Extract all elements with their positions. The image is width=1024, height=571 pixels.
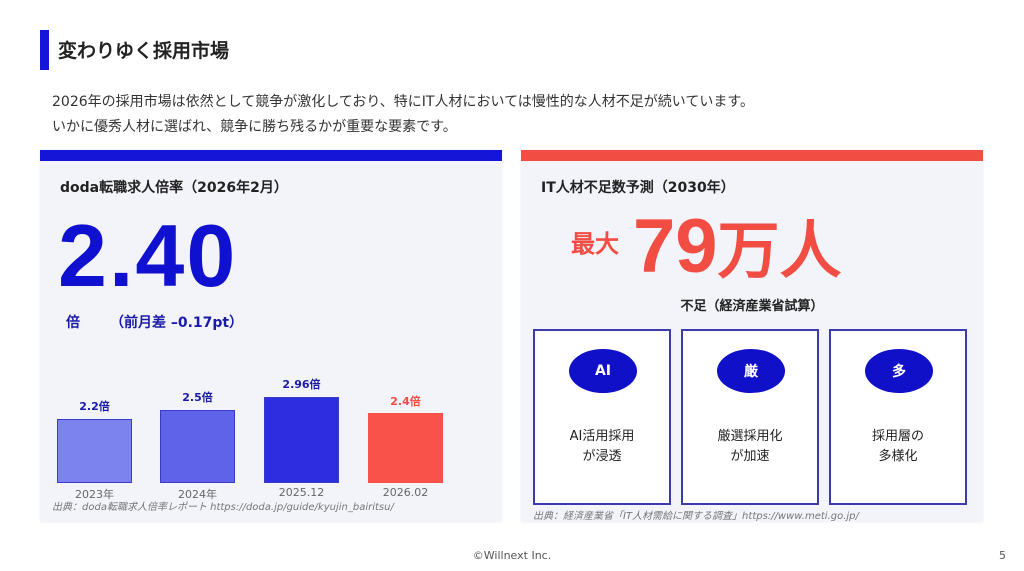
bar-category: 2026.02 [382, 486, 429, 499]
card-title: IT人材不足数予測（2030年） [541, 180, 735, 196]
page-number: 5 [999, 549, 1006, 562]
job-ratio-card: doda転職求人倍率（2026年2月） 2.40 倍（前月差 –0.17pt） … [40, 150, 502, 522]
trend-line: が加速 [730, 449, 770, 464]
page-title: 変わりゆく採用市場 [58, 40, 230, 62]
copyright: ©Willnext Inc. [472, 549, 552, 562]
card-top-bar [40, 150, 502, 161]
trend-line: 厳選採用化 [717, 429, 783, 444]
trend-line: が浸透 [582, 449, 622, 464]
card-top-bar [521, 150, 983, 161]
bar-2026-02 [368, 413, 443, 483]
shortage-prefix: 最大 [571, 230, 619, 258]
bar-value-label: 2.2倍 [79, 400, 110, 413]
bar-2024 [160, 410, 235, 483]
ratio-unit: 倍 [66, 315, 80, 331]
trend-line: 採用層の [871, 429, 924, 444]
trend-text: AI活用採用 が浸透 [535, 427, 669, 467]
title-accent-bar [40, 30, 49, 70]
shortage-unit: 万人 [717, 214, 842, 287]
bar-category: 2025.12 [278, 486, 325, 499]
shortage-value: 79 [633, 204, 718, 289]
bar-value-label: 2.5倍 [182, 391, 213, 404]
trend-text: 採用層の 多様化 [831, 427, 965, 467]
trend-box-diverse: 多 採用層の 多様化 [829, 329, 967, 505]
bar-value-label: 2.4倍 [390, 395, 421, 408]
bar-2025-12 [264, 397, 339, 483]
trend-text: 厳選採用化 が加速 [683, 427, 817, 467]
shortage-headline: 最大 79万人 [571, 200, 842, 290]
shortage-note: 不足（経済産業省試算） [680, 299, 824, 314]
trend-line: 多様化 [878, 449, 918, 464]
source-citation: 出典：doda転職求人倍率レポート https://doda.jp/guide/… [52, 502, 394, 513]
it-shortage-card: IT人材不足数予測（2030年） 最大 79万人 不足（経済産業省試算） AI A… [521, 150, 983, 522]
ratio-change: （前月差 –0.17pt） [110, 315, 244, 331]
trend-box-strict: 厳 厳選採用化 が加速 [681, 329, 819, 505]
bar-category: 2024年 [178, 488, 217, 501]
bar-value-label: 2.96倍 [282, 378, 321, 391]
ratio-sub: 倍 （前月差 –0.17pt） [66, 312, 243, 332]
bar-2023 [57, 419, 132, 483]
bar-category: 2023年 [75, 488, 114, 501]
lead-line-1: 2026年の採用市場は依然として競争が激化しており、特にIT人材においては慢性的… [52, 94, 754, 110]
card-title: doda転職求人倍率（2026年2月） [60, 180, 288, 196]
lead-line-2: いかに優秀人材に選ばれ、競争に勝ち残るかが重要な要素です。 [52, 119, 457, 135]
trend-line: AI活用採用 [569, 429, 635, 444]
strict-badge-icon: 厳 [717, 349, 785, 393]
diverse-badge-icon: 多 [865, 349, 933, 393]
trend-box-ai: AI AI活用採用 が浸透 [533, 329, 671, 505]
ratio-value: 2.40 [58, 206, 238, 305]
ai-badge-icon: AI [569, 349, 637, 393]
lead-text: 2026年の採用市場は依然として競争が激化しており、特にIT人材においては慢性的… [52, 90, 754, 140]
source-citation: 出典：経済産業省「IT人材需給に関する調査」https://www.meti.g… [533, 511, 859, 522]
